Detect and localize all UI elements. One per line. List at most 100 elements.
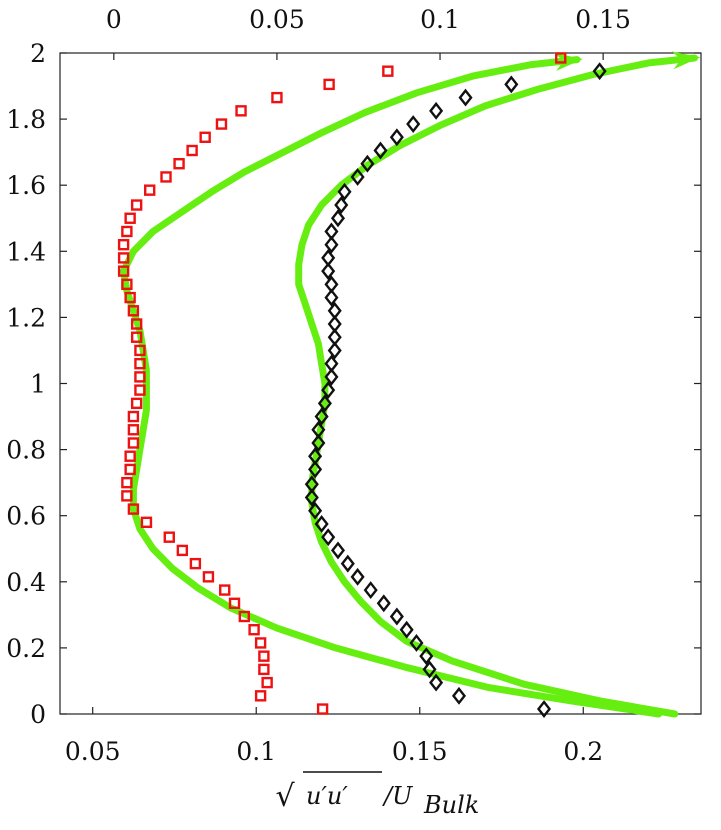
- diamond-marker: [327, 301, 342, 320]
- diamond-marker: [324, 222, 339, 241]
- square-marker: [555, 52, 567, 64]
- square-marker: [202, 571, 215, 583]
- square-marker: [258, 650, 270, 662]
- x-axis-title-sqrt-body: u′u′: [306, 782, 348, 810]
- diamond-marker: [327, 315, 342, 333]
- square-marker: [121, 278, 133, 291]
- square-marker: [160, 171, 172, 183]
- square-marker: [316, 703, 329, 715]
- y-tick-label: 0.6: [6, 502, 46, 531]
- square-marker: [163, 531, 175, 543]
- diamond-marker: [350, 167, 365, 186]
- diamond-marker: [376, 594, 391, 613]
- diamond-marker: [314, 515, 329, 533]
- diamond-marker: [340, 554, 355, 573]
- square-marker: [134, 344, 146, 357]
- diamond-marker: [592, 62, 607, 81]
- diamond-marker: [321, 381, 336, 400]
- diamond-marker: [308, 501, 323, 520]
- diamond-marker: [311, 420, 326, 439]
- y-tick-label: 1.2: [6, 303, 46, 332]
- x-bottom-tick-label: 0.1: [236, 737, 276, 766]
- plot-area: [59, 52, 702, 715]
- series-line-1: [295, 54, 698, 718]
- x-bottom-tick-label: 0.2: [563, 737, 603, 766]
- diamond-marker: [304, 475, 319, 494]
- diamond-marker: [422, 660, 437, 679]
- diamond-marker: [458, 88, 473, 107]
- square-marker: [127, 410, 140, 423]
- square-marker: [134, 357, 146, 370]
- series-arrowhead-0: [554, 53, 584, 71]
- square-marker: [323, 78, 335, 91]
- x-top-tick-label: 0.05: [249, 5, 305, 34]
- series-arrowhead-1: [671, 51, 701, 70]
- diamond-marker: [373, 141, 388, 160]
- diamond-marker: [308, 460, 323, 479]
- diamond-marker: [334, 196, 349, 214]
- square-marker: [186, 144, 198, 157]
- square-marker: [176, 544, 189, 557]
- square-marker: [254, 637, 267, 649]
- diamond-marker: [330, 209, 346, 228]
- square-marker: [238, 610, 251, 623]
- square-marker: [124, 212, 136, 224]
- square-marker: [248, 624, 260, 636]
- square-marker: [127, 424, 140, 436]
- square-marker: [228, 597, 241, 609]
- square-marker: [134, 384, 146, 396]
- square-marker: [219, 584, 231, 596]
- square-marker: [117, 252, 130, 264]
- x-top-tick-label: 0.1: [420, 5, 460, 34]
- diamond-marker: [321, 248, 336, 267]
- square-marker: [134, 371, 146, 383]
- diamond-marker: [406, 115, 421, 133]
- y-tick-label: 0.2: [6, 634, 46, 663]
- diamond-marker: [389, 128, 404, 147]
- square-marker: [254, 690, 267, 702]
- square-marker: [124, 463, 136, 476]
- square-marker: [130, 397, 143, 410]
- y-tick-label: 0.4: [6, 568, 46, 597]
- square-marker: [124, 450, 136, 462]
- diamond-marker: [308, 447, 323, 466]
- diamond-marker: [429, 673, 444, 692]
- square-marker: [140, 516, 153, 529]
- square-marker: [199, 131, 211, 143]
- y-tick-label: 0: [30, 700, 46, 729]
- square-marker: [121, 476, 133, 489]
- square-marker: [127, 437, 140, 449]
- x-axis-title-rest: /U: [382, 782, 413, 810]
- square-marker: [144, 184, 156, 196]
- y-tick-label: 1: [30, 370, 46, 399]
- diamond-marker: [363, 581, 378, 600]
- diamond-marker: [409, 634, 424, 652]
- y-tick-label: 1.8: [6, 105, 46, 134]
- x-bottom-tick-label: 0.15: [392, 737, 448, 766]
- diamond-marker: [429, 101, 444, 120]
- square-marker: [127, 305, 140, 317]
- square-marker: [215, 118, 228, 130]
- diamond-marker: [337, 182, 352, 201]
- diamond-marker: [536, 700, 552, 718]
- diamond-marker: [504, 75, 519, 94]
- diamond-marker: [321, 262, 336, 281]
- diamond-marker: [314, 407, 329, 426]
- diamond-marker: [327, 341, 342, 360]
- x-top-tick-label: 0: [106, 5, 122, 34]
- square-marker: [130, 318, 143, 330]
- square-marker: [189, 557, 202, 570]
- square-marker: [173, 158, 185, 170]
- x-axis-title: √: [275, 779, 295, 814]
- square-marker: [382, 65, 394, 77]
- diamond-marker: [419, 647, 434, 666]
- square-marker: [121, 490, 133, 502]
- square-marker: [127, 503, 140, 515]
- square-marker: [130, 331, 143, 343]
- x-bottom-tick-label: 0.05: [65, 737, 121, 766]
- diamond-marker: [324, 275, 339, 294]
- diamond-marker: [330, 541, 346, 560]
- diamond-marker: [389, 607, 404, 626]
- diamond-marker: [451, 686, 467, 705]
